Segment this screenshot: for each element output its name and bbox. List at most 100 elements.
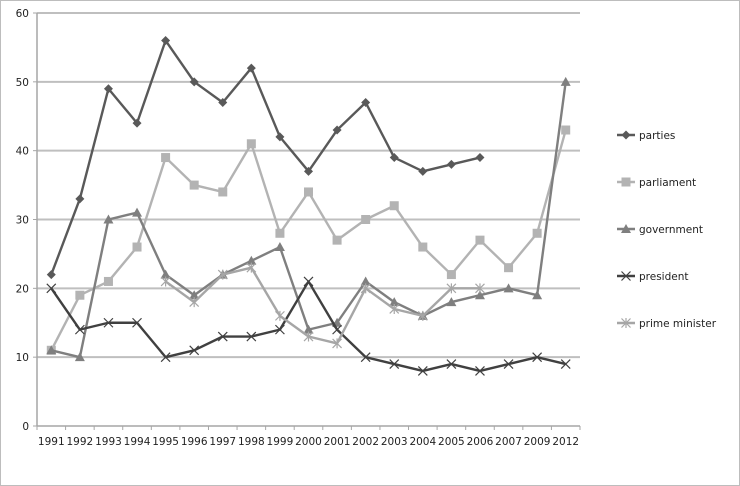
x-tick-label: 1995 — [152, 436, 179, 448]
data-point — [132, 207, 143, 217]
data-point — [389, 297, 400, 307]
x-tick-label: 1991 — [38, 436, 65, 448]
legend-label: government — [639, 224, 703, 236]
y-tick-label: 0 — [22, 421, 29, 433]
x-tick-label: 2007 — [495, 436, 522, 448]
data-point — [161, 153, 171, 163]
data-point — [75, 290, 85, 300]
data-point — [561, 125, 571, 135]
data-point — [132, 317, 142, 328]
data-point — [475, 283, 485, 294]
legend-label: parliament — [639, 177, 696, 189]
y-axis: 0 10 20 30 40 50 60 — [16, 8, 38, 433]
data-point — [189, 180, 199, 190]
data-point — [446, 283, 457, 294]
data-point — [160, 352, 171, 363]
data-point — [189, 345, 200, 356]
data-point — [275, 132, 285, 142]
x-tick-label: 2006 — [467, 436, 494, 448]
data-point — [560, 76, 571, 86]
data-point — [103, 276, 113, 286]
legend-marker-icon — [621, 271, 631, 281]
data-point — [446, 297, 457, 307]
data-point — [389, 303, 400, 314]
data-point — [132, 118, 142, 128]
data-point — [446, 359, 457, 369]
data-point — [46, 345, 57, 355]
data-point — [560, 359, 571, 369]
x-tick-label: 1992 — [67, 436, 94, 448]
data-point — [304, 187, 313, 197]
data-point — [361, 215, 371, 224]
y-tick-label: 10 — [16, 352, 29, 364]
data-point — [303, 324, 314, 334]
data-point — [532, 290, 543, 300]
x-tick-label: 1997 — [209, 436, 236, 448]
data-point — [103, 214, 114, 224]
data-point — [332, 338, 343, 349]
y-tick-label: 30 — [16, 215, 29, 227]
data-point — [46, 270, 56, 280]
data-point — [161, 36, 171, 46]
series-prime-minister — [160, 262, 485, 349]
x-tick-label: 2000 — [295, 436, 322, 448]
legend-item-government: government — [617, 224, 703, 236]
data-point — [418, 166, 428, 176]
data-point — [417, 366, 428, 376]
data-point — [532, 228, 542, 238]
data-point — [532, 352, 543, 363]
data-point — [160, 276, 171, 287]
x-tick-label: 2004 — [409, 436, 436, 448]
data-point — [274, 242, 285, 252]
data-point — [332, 125, 342, 135]
data-point — [418, 242, 428, 252]
x-tick-label: 2003 — [381, 436, 408, 448]
data-point — [389, 201, 399, 211]
data-point — [475, 366, 485, 376]
data-point — [504, 263, 514, 273]
data-point — [246, 139, 256, 149]
x-tick-label: 1998 — [238, 436, 265, 448]
data-point — [360, 352, 371, 363]
legend-label: parties — [639, 130, 675, 142]
x-tick-label: 2005 — [438, 436, 465, 448]
x-axis: 1991 1992 1993 1994 1995 1996 1997 1998 1999 2000… — [36, 425, 581, 448]
data-point — [246, 331, 257, 342]
data-point — [446, 270, 456, 280]
series-parliament — [46, 125, 571, 355]
data-point — [74, 324, 85, 335]
x-tick-label: 1994 — [124, 436, 151, 448]
legend-marker-icon — [621, 318, 631, 328]
x-tick-label: 2001 — [324, 436, 351, 448]
y-tick-label: 60 — [16, 8, 29, 20]
legend-item-president: president — [617, 271, 689, 283]
x-tick-label: 1996 — [181, 436, 208, 448]
series-lines — [46, 36, 571, 376]
legend-marker-icon — [621, 224, 631, 233]
data-point — [246, 262, 257, 273]
data-point — [103, 317, 114, 328]
legend-item-prime-minister: prime minister — [617, 318, 717, 330]
data-point — [503, 359, 514, 369]
data-point — [360, 283, 371, 294]
series-parties — [46, 36, 485, 280]
data-point — [503, 283, 514, 293]
data-point — [474, 290, 485, 300]
data-point — [218, 187, 228, 197]
data-point — [274, 310, 285, 321]
data-point — [217, 331, 228, 342]
legend-item-parliament: parliament — [617, 177, 696, 189]
data-point — [304, 166, 313, 176]
data-point — [75, 194, 85, 204]
data-point — [132, 242, 142, 252]
y-tick-label: 20 — [16, 283, 29, 295]
legend-marker-icon — [621, 130, 631, 140]
legend-marker-icon — [621, 177, 631, 187]
series-government — [46, 76, 571, 362]
legend: parties parliament government president prim… — [617, 130, 717, 330]
x-tick-label: 2012 — [552, 436, 579, 448]
data-point — [246, 255, 257, 265]
data-point — [217, 269, 228, 280]
data-point — [475, 235, 485, 245]
